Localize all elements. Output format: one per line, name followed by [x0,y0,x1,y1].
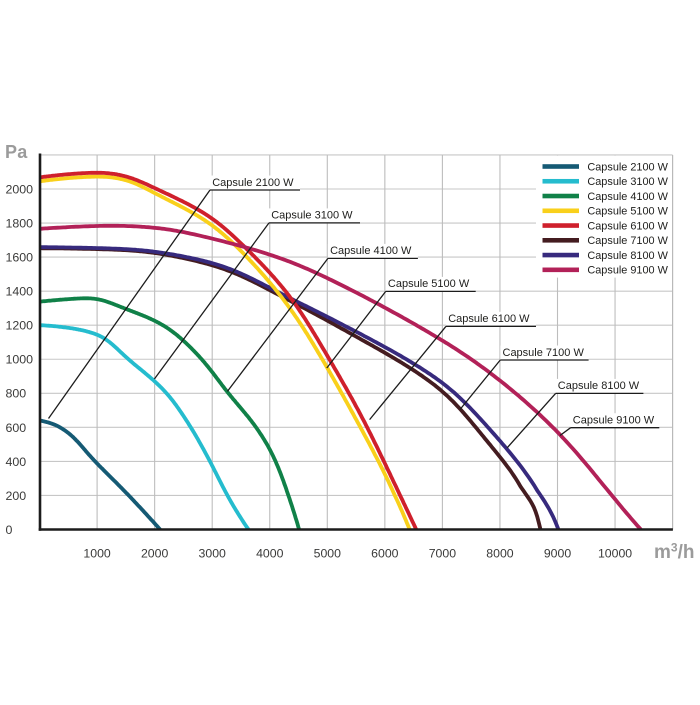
svg-text:1800: 1800 [6,216,34,230]
svg-text:Capsule 9100 W: Capsule 9100 W [587,265,668,277]
svg-text:4000: 4000 [256,547,284,561]
svg-text:Capsule 5100 W: Capsule 5100 W [388,278,470,290]
svg-text:Capsule 4100 W: Capsule 4100 W [587,191,668,203]
svg-text:8000: 8000 [486,547,514,561]
svg-text:Capsule 8100 W: Capsule 8100 W [587,250,668,262]
svg-text:1200: 1200 [6,319,34,333]
svg-text:1000: 1000 [83,547,111,561]
svg-text:0: 0 [6,523,13,537]
svg-text:600: 600 [6,421,27,435]
svg-text:Capsule 9100 W: Capsule 9100 W [573,415,655,427]
svg-text:Capsule 6100 W: Capsule 6100 W [587,220,668,232]
svg-text:Capsule 4100 W: Capsule 4100 W [330,245,412,257]
svg-text:Capsule 2100 W: Capsule 2100 W [212,177,294,189]
svg-text:Capsule 7100 W: Capsule 7100 W [503,347,585,359]
svg-text:1600: 1600 [6,251,34,265]
svg-text:800: 800 [6,387,27,401]
svg-text:Capsule 8100 W: Capsule 8100 W [558,380,640,392]
svg-text:2000: 2000 [141,547,169,561]
svg-text:Capsule 7100 W: Capsule 7100 W [587,235,668,247]
svg-text:m3/h: m3/h [654,541,694,564]
svg-text:1400: 1400 [6,285,34,299]
svg-text:1000: 1000 [6,353,34,367]
svg-text:Capsule 2100 W: Capsule 2100 W [587,161,668,173]
svg-text:Pa: Pa [5,142,28,162]
svg-text:Capsule 5100 W: Capsule 5100 W [587,206,668,218]
svg-text:Capsule 3100 W: Capsule 3100 W [271,210,353,222]
svg-text:Capsule 6100 W: Capsule 6100 W [448,313,530,325]
svg-text:7000: 7000 [429,547,457,561]
svg-text:200: 200 [6,489,27,503]
svg-text:6000: 6000 [371,547,399,561]
svg-text:2000: 2000 [6,182,34,196]
svg-text:10000: 10000 [598,547,632,561]
svg-text:3000: 3000 [199,547,227,561]
svg-text:9000: 9000 [544,547,572,561]
svg-text:400: 400 [6,455,27,469]
svg-text:5000: 5000 [314,547,342,561]
svg-text:Capsule 3100 W: Capsule 3100 W [587,176,668,188]
